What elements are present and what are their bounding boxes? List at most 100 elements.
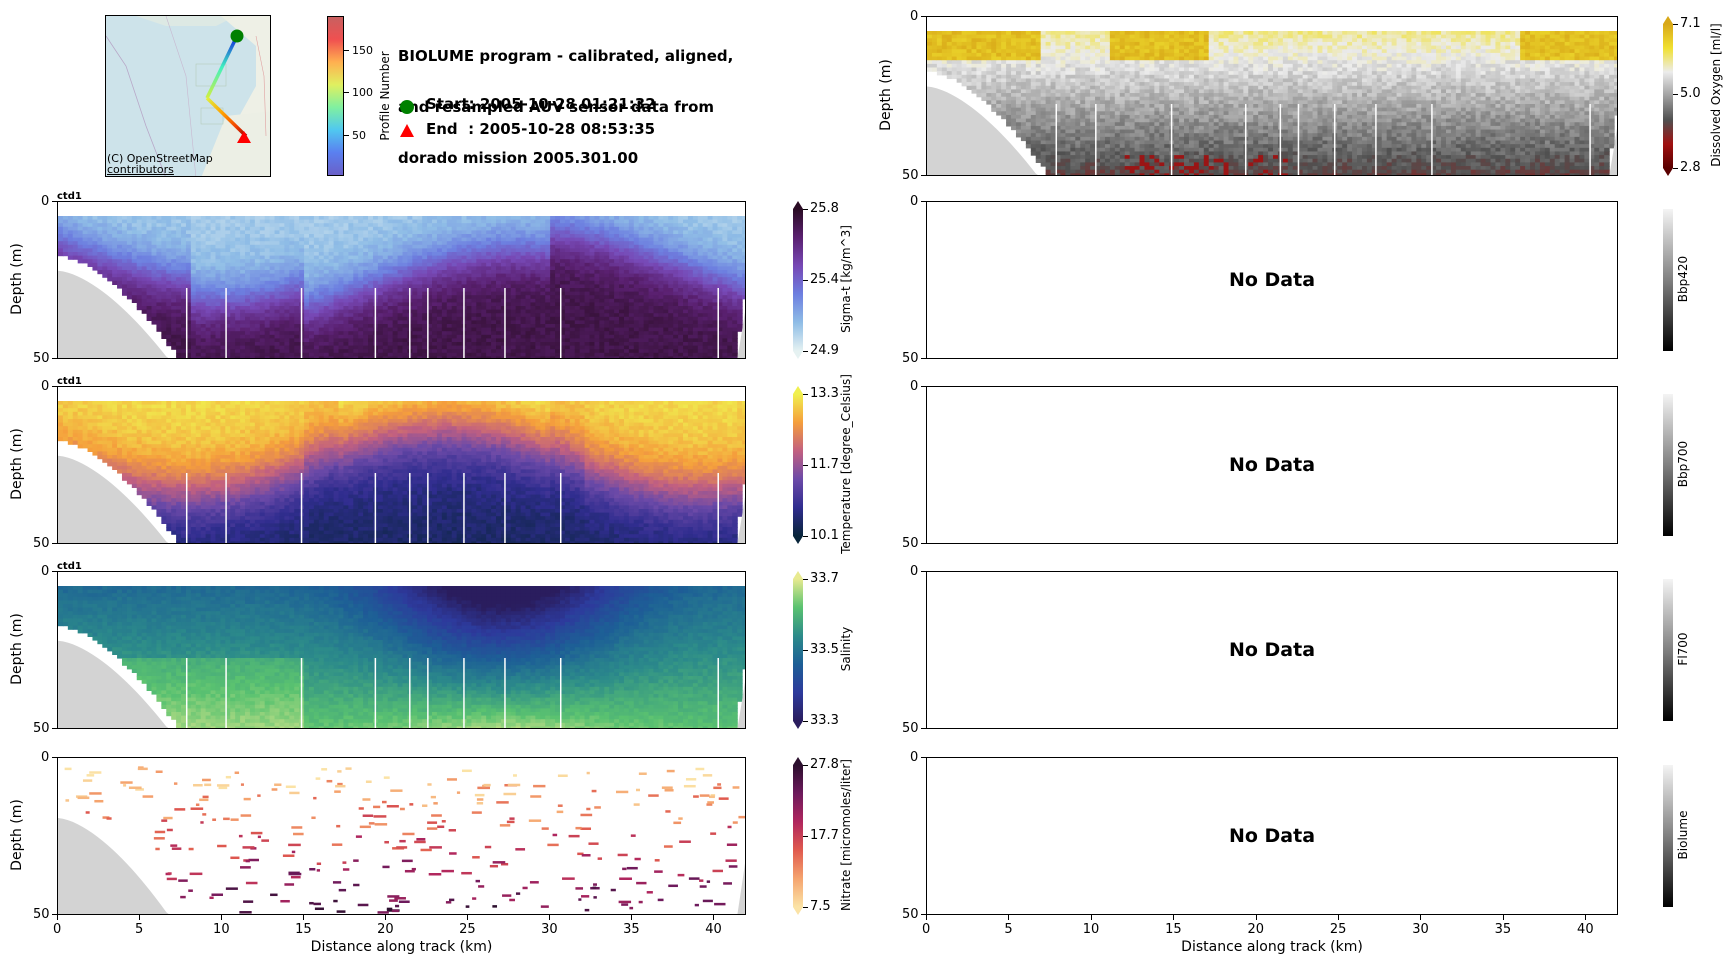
heatmap-cell xyxy=(584,345,591,350)
heatmap-cell xyxy=(117,262,123,267)
heatmap-cell xyxy=(466,234,472,239)
heatmap-cell xyxy=(195,216,202,221)
heatmap-cell xyxy=(136,270,143,275)
heatmap-cell xyxy=(387,338,394,343)
heatmap-cell xyxy=(712,298,719,303)
heatmap-cell xyxy=(510,320,517,325)
heatmap-cell xyxy=(279,331,285,336)
heatmap-cell xyxy=(353,316,359,321)
heatmap-cell xyxy=(333,295,340,300)
heatmap-cell xyxy=(166,302,172,307)
heatmap-cell xyxy=(284,288,290,293)
heatmap-cell xyxy=(259,291,266,296)
heatmap-cell xyxy=(117,252,123,257)
heatmap-cell xyxy=(692,241,699,246)
heatmap-cell xyxy=(215,219,222,224)
heatmap-cell xyxy=(505,273,512,278)
heatmap-cell xyxy=(259,241,266,246)
heatmap-cell xyxy=(363,324,369,329)
heatmap-cell xyxy=(540,280,546,285)
heatmap-cell xyxy=(417,262,423,267)
heatmap-cell xyxy=(599,342,605,347)
heatmap-cell xyxy=(171,223,177,228)
heatmap-cell xyxy=(451,331,458,336)
heatmap-cell xyxy=(510,309,517,314)
heatmap-cell xyxy=(269,288,276,293)
heatmap-cell xyxy=(141,295,148,300)
heatmap-cell xyxy=(308,223,315,228)
heatmap-cell xyxy=(545,259,551,264)
heatmap-cell xyxy=(363,216,369,221)
heatmap-cell xyxy=(653,259,660,264)
heatmap-cell xyxy=(368,316,374,321)
heatmap-cell xyxy=(225,266,231,271)
heatmap-cell xyxy=(181,324,187,329)
heatmap-cell xyxy=(707,313,714,318)
heatmap-cell xyxy=(663,262,669,267)
heatmap-cell xyxy=(141,270,148,275)
heatmap-cell xyxy=(353,219,359,224)
heatmap-cell xyxy=(348,277,354,282)
heatmap-cell xyxy=(441,237,448,242)
heatmap-cell xyxy=(451,284,458,289)
heatmap-cell xyxy=(313,226,320,231)
heatmap-cell xyxy=(181,295,187,300)
heatmap-cell xyxy=(550,349,556,354)
heatmap-cell xyxy=(171,252,177,257)
heatmap-cell xyxy=(584,273,591,278)
heatmap-cell xyxy=(697,302,704,307)
heatmap-cell xyxy=(264,298,271,303)
heatmap-cell xyxy=(653,237,660,242)
heatmap-cell xyxy=(333,352,340,357)
heatmap-cell xyxy=(195,316,202,321)
heatmap-cell xyxy=(476,259,482,264)
heatmap-cell xyxy=(343,342,349,347)
heatmap-cell xyxy=(540,306,546,311)
heatmap-cell xyxy=(638,291,645,296)
heatmap-cell xyxy=(181,345,187,350)
heatmap-cell xyxy=(259,324,266,329)
heatmap-cell xyxy=(205,252,212,257)
heatmap-cell xyxy=(210,266,217,271)
heatmap-cell xyxy=(382,273,389,278)
heatmap-cell xyxy=(687,280,694,285)
heatmap-cell xyxy=(476,331,482,336)
heatmap-cell xyxy=(486,345,492,350)
heatmap-cell xyxy=(412,230,418,235)
heatmap-cell xyxy=(402,316,409,321)
heatmap-cell xyxy=(500,248,507,253)
heatmap-cell xyxy=(195,252,202,257)
heatmap-cell xyxy=(653,230,660,235)
heatmap-cell xyxy=(62,248,69,253)
heatmap-cell xyxy=(412,288,418,293)
heatmap-cell xyxy=(185,252,192,257)
heatmap-cell xyxy=(712,270,719,275)
heatmap-cell xyxy=(717,226,723,231)
heatmap-cell xyxy=(663,259,669,264)
heatmap-cell xyxy=(171,280,177,285)
heatmap-cell xyxy=(353,320,359,325)
heatmap-cell xyxy=(348,284,354,289)
heatmap-cell xyxy=(274,219,281,224)
heatmap-cell xyxy=(299,273,305,278)
heatmap-cell xyxy=(358,316,364,321)
heatmap-cell xyxy=(569,352,576,357)
heatmap-cell xyxy=(476,291,482,296)
heatmap-cell xyxy=(126,248,133,253)
heatmap-cell xyxy=(678,320,684,325)
heatmap-cell xyxy=(520,324,527,329)
heatmap-cell xyxy=(604,334,610,339)
heatmap-cell xyxy=(638,309,645,314)
heatmap-cell xyxy=(343,244,349,249)
heatmap-cell xyxy=(584,255,591,260)
heatmap-cell xyxy=(653,313,660,318)
heatmap-cell xyxy=(146,313,153,318)
heatmap-cell xyxy=(500,331,507,336)
heatmap-cell xyxy=(407,244,413,249)
heatmap-cell xyxy=(353,338,359,343)
heatmap-cell xyxy=(515,316,522,321)
heatmap-cell xyxy=(555,266,561,271)
heatmap-cell xyxy=(377,356,384,358)
heatmap-cell xyxy=(481,356,487,358)
heatmap-cell xyxy=(372,234,379,239)
